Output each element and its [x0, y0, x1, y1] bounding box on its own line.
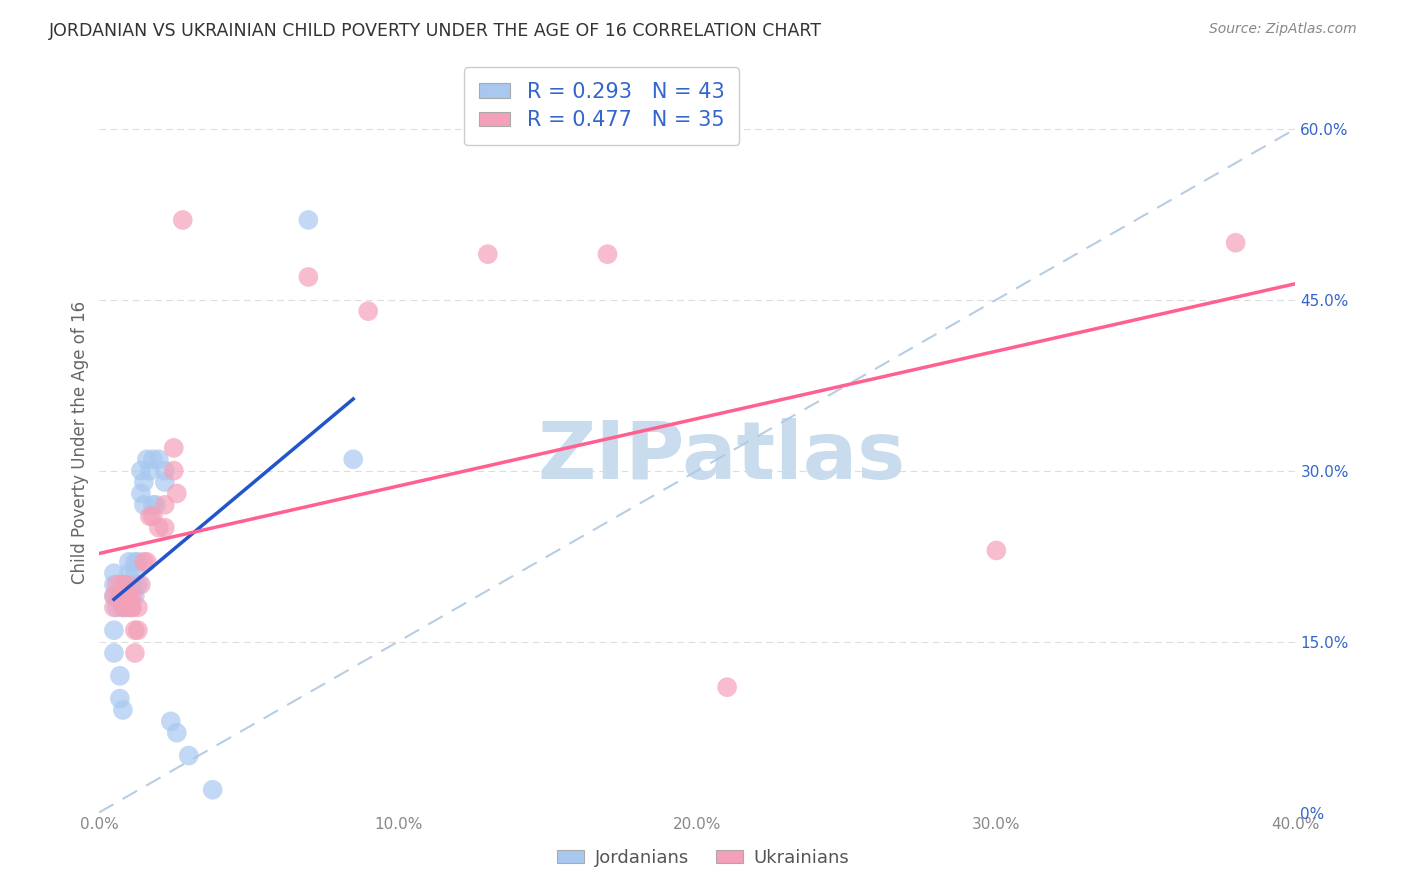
Point: [153, 498, 176, 512]
Point: [135, 452, 157, 467]
Point: [153, 475, 176, 489]
Point: [118, 589, 141, 603]
Point: [118, 589, 141, 603]
Point: [111, 589, 134, 603]
Text: Source: ZipAtlas.com: Source: ZipAtlas.com: [1209, 22, 1357, 37]
Point: [105, 589, 128, 603]
Point: [342, 452, 364, 467]
Point: [163, 464, 186, 478]
Point: [108, 589, 131, 603]
Point: [103, 577, 125, 591]
Point: [166, 725, 188, 739]
Point: [124, 646, 146, 660]
Point: [121, 589, 143, 603]
Text: ZIPatlas: ZIPatlas: [537, 418, 905, 496]
Point: [127, 624, 149, 638]
Text: JORDANIAN VS UKRAINIAN CHILD POVERTY UNDER THE AGE OF 16 CORRELATION CHART: JORDANIAN VS UKRAINIAN CHILD POVERTY UND…: [49, 22, 823, 40]
Point: [111, 577, 134, 591]
Point: [115, 577, 138, 591]
Point: [115, 589, 138, 603]
Point: [159, 714, 181, 729]
Point: [596, 247, 619, 261]
Point: [166, 486, 188, 500]
Point: [297, 213, 319, 227]
Point: [142, 452, 165, 467]
Point: [1225, 235, 1247, 250]
Legend: R = 0.293   N = 43, R = 0.477   N = 35: R = 0.293 N = 43, R = 0.477 N = 35: [464, 68, 740, 145]
Point: [103, 600, 125, 615]
Point: [127, 555, 149, 569]
Point: [148, 521, 170, 535]
Point: [105, 577, 128, 591]
Point: [145, 498, 167, 512]
Point: [142, 509, 165, 524]
Point: [148, 452, 170, 467]
Point: [103, 589, 125, 603]
Point: [135, 555, 157, 569]
Point: [163, 441, 186, 455]
Point: [177, 748, 200, 763]
Point: [716, 680, 738, 694]
Point: [142, 498, 165, 512]
Point: [127, 600, 149, 615]
Point: [129, 577, 152, 591]
Point: [129, 486, 152, 500]
Point: [129, 464, 152, 478]
Legend: Jordanians, Ukrainians: Jordanians, Ukrainians: [550, 842, 856, 874]
Point: [108, 691, 131, 706]
Point: [132, 498, 155, 512]
Point: [201, 782, 224, 797]
Point: [127, 577, 149, 591]
Point: [115, 589, 138, 603]
Point: [172, 213, 194, 227]
Point: [153, 464, 176, 478]
Point: [103, 566, 125, 581]
Point: [103, 646, 125, 660]
Point: [111, 600, 134, 615]
Point: [115, 600, 138, 615]
Point: [103, 624, 125, 638]
Point: [297, 269, 319, 284]
Point: [118, 566, 141, 581]
Y-axis label: Child Poverty Under the Age of 16: Child Poverty Under the Age of 16: [72, 301, 89, 583]
Point: [132, 555, 155, 569]
Point: [124, 624, 146, 638]
Point: [115, 577, 138, 591]
Point: [121, 600, 143, 615]
Point: [124, 566, 146, 581]
Point: [124, 589, 146, 603]
Point: [132, 475, 155, 489]
Point: [105, 600, 128, 615]
Point: [111, 703, 134, 717]
Point: [139, 464, 162, 478]
Point: [121, 577, 143, 591]
Point: [124, 555, 146, 569]
Point: [139, 509, 162, 524]
Point: [357, 304, 380, 318]
Point: [477, 247, 499, 261]
Point: [118, 600, 141, 615]
Point: [103, 589, 125, 603]
Point: [108, 669, 131, 683]
Point: [121, 600, 143, 615]
Point: [153, 521, 176, 535]
Point: [111, 600, 134, 615]
Point: [986, 543, 1008, 558]
Point: [118, 555, 141, 569]
